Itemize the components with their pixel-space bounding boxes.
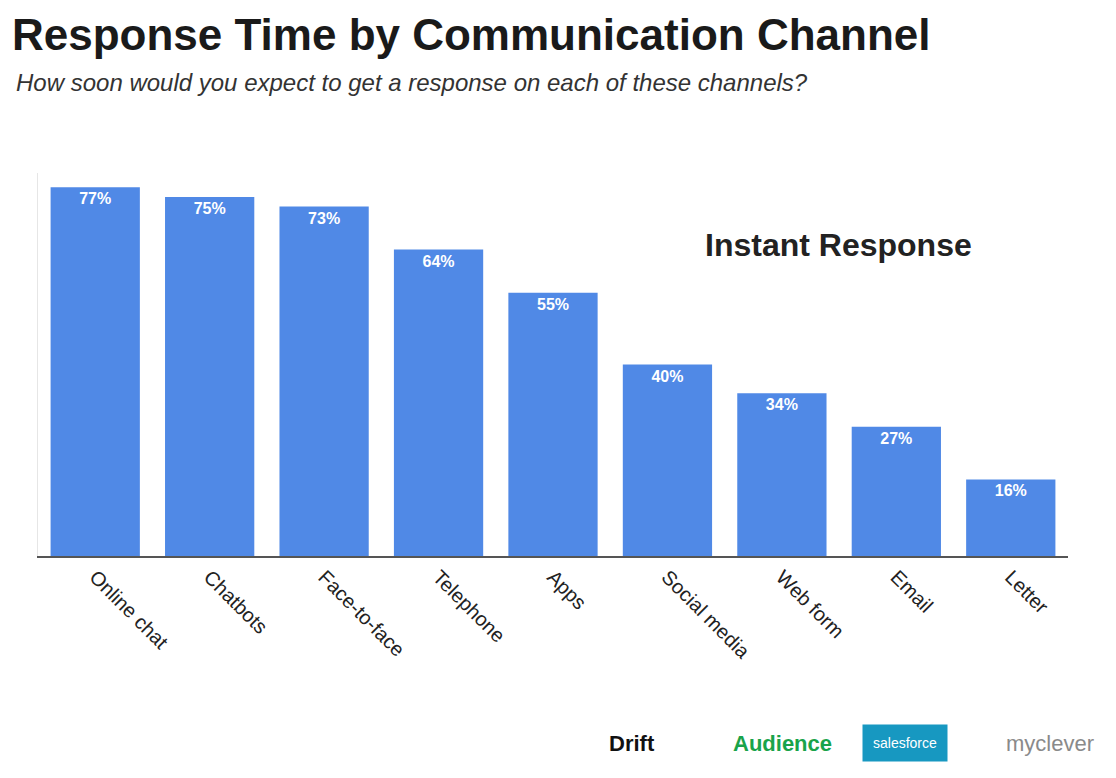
svg-text:Web form: Web form xyxy=(772,566,849,643)
svg-text:77%: 77% xyxy=(79,190,111,207)
svg-text:16%: 16% xyxy=(995,482,1027,499)
svg-text:Face-to-face: Face-to-face xyxy=(314,566,409,661)
svg-text:55%: 55% xyxy=(537,296,569,313)
svg-text:34%: 34% xyxy=(766,396,798,413)
svg-text:40%: 40% xyxy=(651,368,683,385)
svg-text:73%: 73% xyxy=(308,210,340,227)
svg-text:Audience: Audience xyxy=(733,731,832,756)
svg-text:Letter: Letter xyxy=(1001,566,1053,618)
svg-text:Chatbots: Chatbots xyxy=(200,566,272,638)
svg-text:75%: 75% xyxy=(194,200,226,217)
svg-text:Apps: Apps xyxy=(543,566,591,614)
svg-text:Social media: Social media xyxy=(658,566,755,663)
svg-text:Email: Email xyxy=(886,566,937,617)
svg-text:64%: 64% xyxy=(423,253,455,270)
svg-text:Online chat: Online chat xyxy=(85,566,172,653)
svg-text:27%: 27% xyxy=(880,430,912,447)
svg-text:myclever: myclever xyxy=(1006,731,1094,756)
svg-text:Instant Response: Instant Response xyxy=(705,227,972,263)
svg-text:Telephone: Telephone xyxy=(429,566,510,647)
svg-text:Drift: Drift xyxy=(609,731,655,756)
svg-text:Response Time by Communication: Response Time by Communication Channel xyxy=(12,10,930,59)
svg-text:How soon would you expect to g: How soon would you expect to get a respo… xyxy=(16,69,808,96)
svg-text:salesforce: salesforce xyxy=(873,735,937,751)
